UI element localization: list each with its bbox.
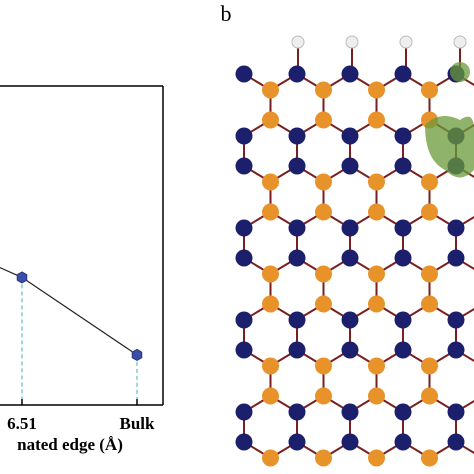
atom [288, 65, 306, 83]
atom [235, 249, 253, 267]
atom [315, 357, 332, 375]
atom [394, 311, 412, 329]
hydrogen-atom [345, 35, 359, 49]
atom [262, 387, 279, 405]
atom [421, 387, 438, 405]
atom [262, 265, 279, 283]
atom [288, 403, 306, 421]
atom [368, 203, 385, 221]
atom [394, 341, 412, 359]
atom [368, 173, 385, 191]
atom [341, 219, 359, 237]
hydrogen-atom [291, 35, 305, 49]
atom [368, 449, 385, 467]
atom [368, 265, 385, 283]
atom [288, 433, 306, 451]
atom [315, 449, 332, 467]
line [0, 266, 138, 356]
atom [394, 433, 412, 451]
atom [235, 127, 253, 145]
atom [262, 357, 279, 375]
atom [341, 311, 359, 329]
atom [235, 157, 253, 175]
hydrogen-atom [453, 35, 467, 49]
atom [341, 127, 359, 145]
atom [262, 203, 279, 221]
atom [447, 403, 465, 421]
atom [421, 203, 438, 221]
atom [315, 173, 332, 191]
atom [394, 219, 412, 237]
atom [394, 65, 412, 83]
atom [262, 449, 279, 467]
atom [235, 219, 253, 237]
atom [315, 387, 332, 405]
atom [394, 403, 412, 421]
atom [235, 65, 253, 83]
atom [394, 157, 412, 175]
atom [368, 111, 385, 129]
atom [447, 311, 465, 329]
atom [288, 341, 306, 359]
atom [315, 203, 332, 221]
atom [288, 311, 306, 329]
atom [262, 111, 279, 129]
x-tick-label: Bulk [120, 414, 156, 433]
atom [421, 81, 438, 99]
panel-label: b [221, 1, 232, 26]
point [16, 271, 28, 284]
atom [394, 127, 412, 145]
atom [235, 433, 253, 451]
atom [341, 403, 359, 421]
charge-density [450, 62, 470, 82]
atom [288, 157, 306, 175]
x-axis-label: nated edge (Å) [17, 435, 123, 454]
atom [421, 265, 438, 283]
plot: 6.51 Bulk [0, 266, 156, 433]
atom [447, 433, 465, 451]
atom [315, 295, 332, 313]
hydrogen-atom [399, 35, 413, 49]
atom [421, 295, 438, 313]
point [131, 348, 143, 361]
atom [315, 81, 332, 99]
atom [235, 341, 253, 359]
atom [262, 173, 279, 191]
atom [394, 249, 412, 267]
x-tick-label: 6.51 [7, 414, 37, 433]
lattice-image [235, 35, 474, 467]
atom [288, 127, 306, 145]
atom [235, 311, 253, 329]
atom [421, 357, 438, 375]
atom [341, 433, 359, 451]
atom [315, 111, 332, 129]
charge-density [425, 116, 474, 178]
atom [421, 173, 438, 191]
atom [368, 295, 385, 313]
atom [315, 265, 332, 283]
atom [368, 81, 385, 99]
atom [288, 249, 306, 267]
atom [288, 219, 306, 237]
plot-frame [0, 85, 164, 406]
atom [235, 403, 253, 421]
atom [368, 387, 385, 405]
atom [447, 219, 465, 237]
atom [341, 341, 359, 359]
atom [447, 249, 465, 267]
atom [368, 357, 385, 375]
atom [262, 295, 279, 313]
atom [341, 157, 359, 175]
atom [421, 449, 438, 467]
atom [447, 341, 465, 359]
atom [341, 249, 359, 267]
atom [341, 65, 359, 83]
atom [262, 81, 279, 99]
